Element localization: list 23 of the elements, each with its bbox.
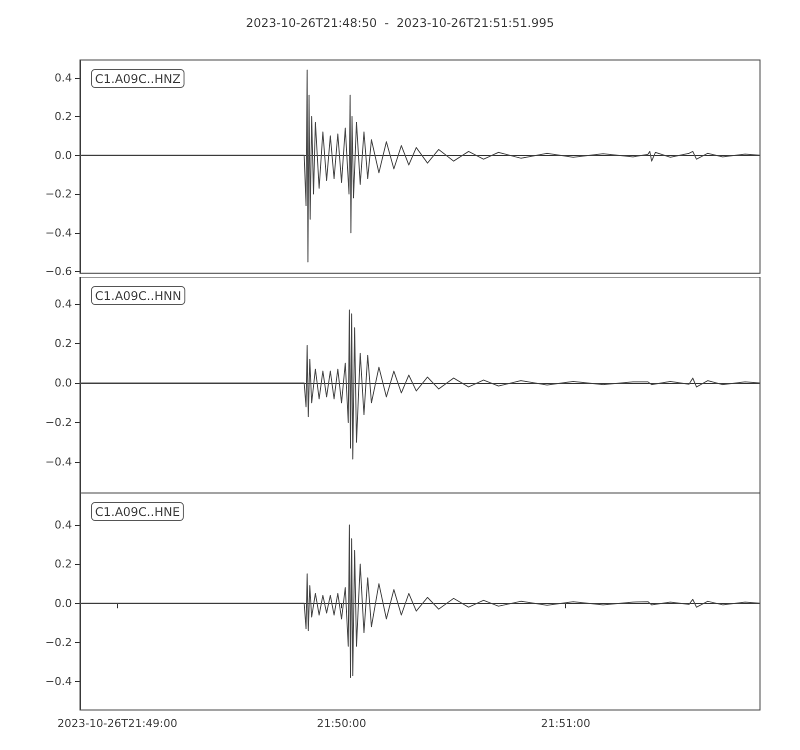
y-tick-label: −0.4 — [45, 674, 72, 688]
annotation: C1.A09C..HNE — [95, 505, 180, 519]
annotation: C1.A09C..HNN — [95, 289, 182, 303]
y-tick-label: −0.4 — [45, 456, 72, 468]
y-tick-label: −0.6 — [45, 265, 72, 278]
y-tick-label: −0.4 — [45, 226, 72, 240]
chart-title: 2023-10-26T21:48:50 - 2023-10-26T21:51:51.995 — [246, 16, 554, 30]
y-tick-label: −0.2 — [45, 416, 72, 430]
y-tick-label: 0.2 — [54, 558, 72, 571]
y-tick-label: 0.2 — [54, 110, 72, 124]
y-tick-label: 0.4 — [54, 71, 72, 84]
y-tick-label: 0.4 — [54, 518, 72, 532]
y-tick-label: 0.2 — [54, 337, 72, 350]
x-tick-label: 21:51:00 — [541, 717, 590, 730]
y-tick-label: 0.0 — [54, 376, 72, 390]
x-tick-label: 2023-10-26T21:49:00 — [57, 717, 178, 730]
y-tick-label: 0.0 — [54, 148, 72, 162]
y-tick-label: 0.4 — [54, 298, 72, 311]
annotation: C1.A09C..HNZ — [95, 72, 181, 86]
y-tick-label: −0.2 — [45, 188, 72, 201]
x-tick-label: 21:50:00 — [316, 717, 366, 730]
y-tick-label: −0.2 — [45, 636, 72, 649]
y-tick-label: 0.0 — [54, 596, 72, 610]
